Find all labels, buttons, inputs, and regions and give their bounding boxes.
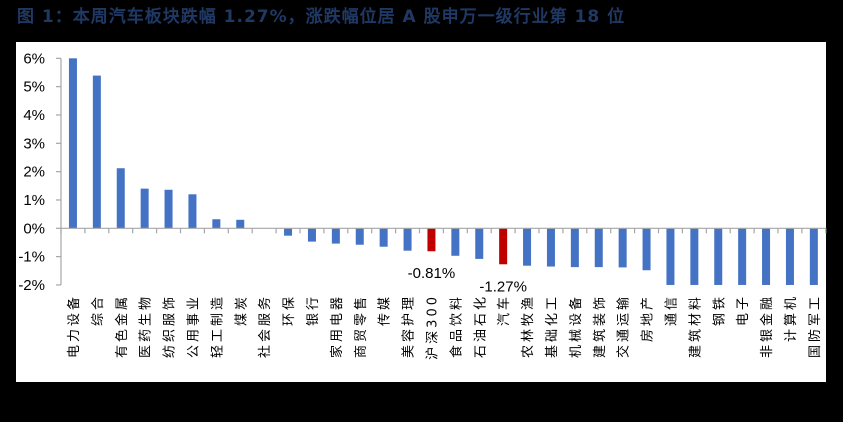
bar-default — [523, 228, 532, 266]
y-tick-label: 0% — [23, 220, 45, 237]
bar-default — [785, 228, 794, 285]
y-tick-label: -2% — [18, 277, 45, 294]
x-category-label: 传媒 — [378, 294, 393, 326]
x-axis-labels: 电力设备 综合 有色金属 医药生物 纺织服饰 公用事业 轻工制造 煤炭 社会服务 环保 银行 家用电器… — [66, 294, 823, 360]
bar-default — [594, 228, 603, 268]
bar-default — [809, 228, 818, 285]
bar-default — [236, 219, 245, 229]
bar-default — [738, 228, 747, 285]
bar-default — [379, 228, 388, 247]
x-category-label: 农林牧渔 — [521, 294, 536, 358]
bar-default — [164, 189, 173, 229]
bar-default — [666, 228, 675, 285]
y-tick-label: -1% — [18, 249, 45, 266]
bar-default — [690, 228, 699, 285]
figure-title: 图 1：本周汽车板块跌幅 1.27%，涨跌幅位居 A 股申万一级行业第 18 位 — [17, 7, 626, 27]
x-category-label: 综合 — [91, 294, 106, 326]
x-category-label: 汽车 — [496, 294, 512, 326]
x-category-label: 机械设备 — [568, 294, 584, 358]
x-category-label: 电力设备 — [66, 294, 82, 358]
bar-default — [762, 228, 771, 285]
y-tick-label: 6% — [23, 50, 45, 67]
x-category-label: 美容护理 — [401, 294, 417, 358]
x-category-label: 建筑材料 — [687, 294, 703, 358]
data-label: -1.27% — [479, 278, 527, 295]
bar-default — [642, 228, 651, 271]
x-category-label: 沪深300 — [424, 294, 440, 360]
bar-default — [475, 228, 484, 259]
x-category-label: 石油石化 — [473, 294, 488, 358]
x-category-label: 基础化工 — [545, 294, 560, 358]
bar-default — [284, 228, 293, 236]
chart-panel — [16, 42, 826, 382]
x-category-label: 交通运输 — [616, 294, 632, 358]
bar-highlight — [499, 228, 508, 265]
bar-highlight — [427, 228, 436, 252]
x-category-label: 建筑装饰 — [592, 294, 608, 358]
x-category-label: 有色金属 — [114, 294, 130, 358]
bar-default — [212, 219, 221, 229]
bar-default — [403, 228, 412, 251]
x-category-label: 电子 — [736, 294, 751, 326]
y-tick-label: 3% — [23, 135, 45, 152]
bar-default — [451, 228, 460, 256]
x-category-label: 计算机 — [784, 294, 799, 342]
x-category-label: 银行 — [306, 294, 321, 326]
bars — [68, 58, 818, 285]
x-category-label: 食品饮料 — [448, 294, 464, 358]
x-axis — [60, 227, 827, 234]
bar-default — [546, 228, 555, 267]
bar-default — [307, 228, 316, 242]
x-category-label: 非银金融 — [759, 294, 775, 358]
data-labels: -0.81% -1.27% — [408, 265, 527, 295]
x-category-label: 通信 — [664, 294, 679, 326]
bar-default — [116, 168, 125, 229]
bar-default — [68, 58, 77, 229]
x-category-label: 公用事业 — [186, 294, 201, 358]
x-category-label: 商贸零售 — [353, 294, 369, 358]
data-label: -0.81% — [408, 265, 456, 282]
bar-default — [618, 228, 627, 268]
x-category-label: 房地产 — [640, 294, 656, 342]
x-category-label: 煤炭 — [234, 294, 249, 326]
x-category-label: 医药生物 — [139, 294, 154, 358]
bar-default — [714, 228, 723, 285]
bar-default — [570, 228, 579, 268]
x-category-label: 家用电器 — [329, 294, 345, 358]
y-tick-label: 4% — [23, 107, 45, 124]
bar-default — [92, 75, 101, 229]
x-category-label: 国防军工 — [807, 294, 823, 358]
bar-default — [188, 194, 197, 229]
x-category-label: 钢铁 — [712, 294, 727, 326]
x-category-label: 社会服务 — [257, 294, 273, 358]
bar-default — [355, 228, 364, 245]
y-tick-label: 1% — [23, 192, 45, 209]
y-tick-label: 5% — [23, 79, 45, 96]
x-category-label: 轻工制造 — [210, 294, 225, 358]
y-axis: 6% 5% 4% 3% 2% 1% 0% -1% -2% — [18, 50, 62, 294]
x-category-label: 环保 — [282, 294, 297, 326]
y-tick-label: 2% — [23, 164, 45, 181]
bar-default — [140, 188, 149, 229]
x-category-label: 纺织服饰 — [163, 294, 178, 358]
bar-default — [331, 228, 340, 244]
